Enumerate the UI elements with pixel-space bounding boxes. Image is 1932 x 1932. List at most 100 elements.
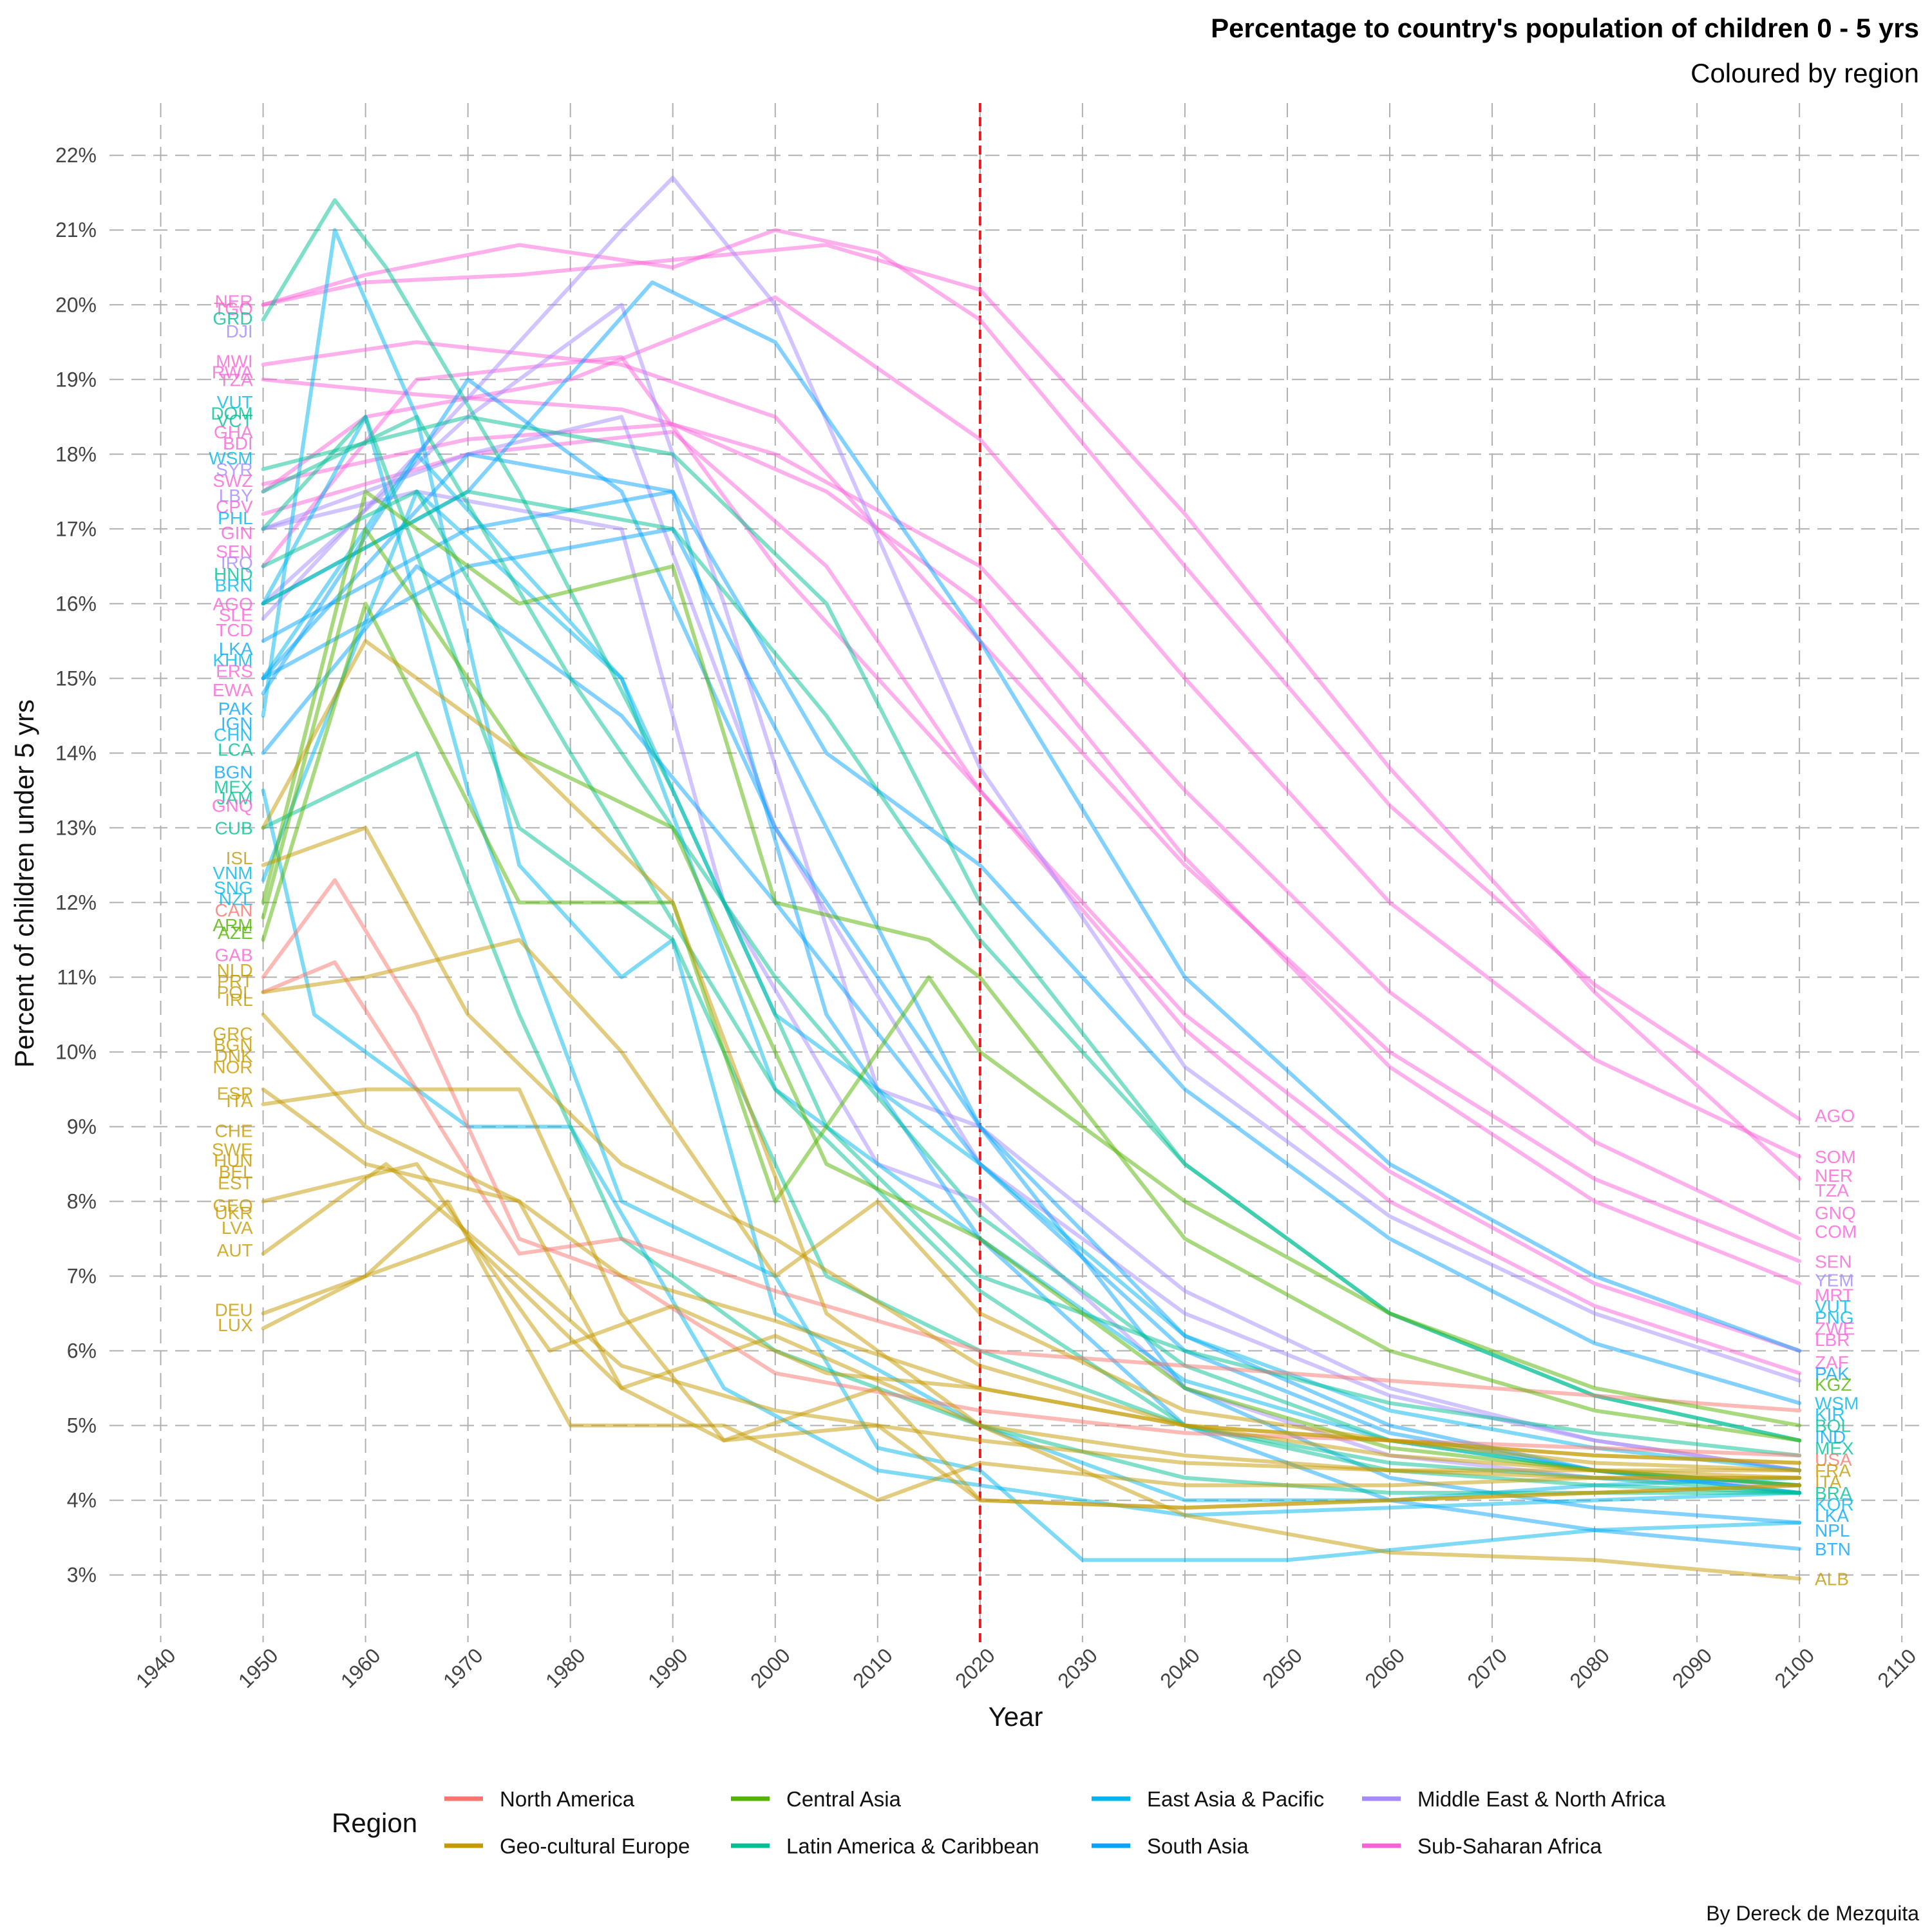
left-label-irq: IRQ — [221, 553, 253, 573]
series-line-btn — [261, 489, 1802, 1551]
left-label-est: EST — [218, 1173, 252, 1193]
x-tick-label: 2090 — [1667, 1643, 1716, 1692]
series-line-hti — [261, 489, 1802, 1443]
right-label-ago: AGO — [1815, 1106, 1855, 1126]
series-line-irl — [261, 938, 1802, 1473]
series-line-ken — [261, 355, 1802, 1353]
left-label-lva: LVA — [222, 1218, 253, 1238]
x-tick-label: 1970 — [439, 1643, 488, 1692]
left-label-nzl: NZL — [219, 889, 253, 909]
left-label-ewa: EWA — [213, 680, 253, 700]
left-label-sle: SLE — [219, 605, 253, 625]
left-label-mex: MEX — [214, 777, 253, 797]
series-line-irn — [261, 489, 1802, 1488]
x-axis-title: Year — [989, 1701, 1043, 1732]
y-tick-label: 16% — [55, 592, 97, 615]
series-line-mex — [261, 415, 1802, 1488]
left-label-gab: GAB — [215, 945, 253, 965]
x-tick-label: 2070 — [1463, 1643, 1511, 1692]
series-lines — [261, 176, 1802, 1581]
y-tick-label: 8% — [67, 1189, 97, 1213]
series-line-alb — [261, 639, 1802, 1581]
left-label-geo: GEO — [213, 1195, 252, 1215]
left-label-prt: PRT — [217, 971, 253, 991]
legend-label: South Asia — [1147, 1834, 1249, 1858]
left-label-ers: ERS — [216, 661, 253, 681]
left-label-brn: BRN — [215, 575, 253, 595]
series-line-pak — [261, 452, 1802, 1405]
left-label-ukr: UKR — [215, 1203, 253, 1223]
series-line-kor — [261, 415, 1802, 1562]
left-label-bgn: BGN — [214, 1035, 253, 1055]
left-label-chn: CHN — [214, 724, 253, 744]
series-line-tza — [261, 377, 1802, 1241]
x-tick-label: 2080 — [1565, 1643, 1614, 1692]
series-line-deu — [261, 1199, 1802, 1502]
y-tick-label: 14% — [55, 741, 97, 764]
x-tick-label: 1950 — [234, 1643, 283, 1692]
left-label-grc: GRC — [213, 1023, 252, 1043]
left-label-ita: ITA — [226, 1091, 253, 1111]
series-line-afg — [261, 280, 1802, 1353]
x-tick-label: 2000 — [746, 1643, 795, 1692]
right-label-mrt: MRT — [1815, 1285, 1853, 1305]
x-tick-label: 1960 — [336, 1643, 385, 1692]
left-label-lby: LBY — [219, 486, 253, 506]
right-label-btn: BTN — [1815, 1539, 1851, 1559]
series-line-nga — [261, 422, 1802, 1286]
y-tick-label: 12% — [55, 891, 97, 914]
right-label-fra: FRA — [1815, 1461, 1851, 1481]
legend: Region North America Geo-cultural Europe C… — [332, 1787, 1666, 1858]
series-line-aut — [261, 1162, 1802, 1473]
left-label-che: CHE — [215, 1121, 253, 1141]
series-line-uzb — [261, 489, 1802, 1443]
left-label-rwa: RWA — [212, 363, 253, 383]
left-label-irl: IRL — [225, 990, 253, 1010]
left-label-aze: AZE — [218, 923, 252, 943]
right-label-lbr: LBR — [1815, 1330, 1850, 1350]
left-label-khm: KHM — [213, 650, 252, 670]
legend-label: East Asia & Pacific — [1147, 1787, 1324, 1811]
left-label-vct: VCT — [217, 411, 253, 431]
right-label-mex: MEX — [1815, 1438, 1854, 1458]
left-label-dom: DOM — [211, 403, 252, 423]
right-label-pak: PAK — [1815, 1363, 1850, 1383]
x-tick-label: 1940 — [131, 1643, 180, 1692]
series-line-gbr — [261, 1162, 1802, 1465]
left-label-nor: NOR — [213, 1057, 252, 1077]
x-tick-label: 2030 — [1053, 1643, 1102, 1692]
right-label-sen: SEN — [1815, 1251, 1852, 1271]
chart-title: Percentage to country's population of ch… — [1211, 13, 1919, 43]
left-label-ign: IGN — [221, 714, 253, 734]
left-label-gnq: GNQ — [212, 796, 253, 816]
left-label-wsm: WSM — [209, 448, 252, 468]
y-tick-label: 5% — [67, 1414, 97, 1437]
left-label-gin: GIN — [221, 523, 253, 543]
legend-label: Sub-Saharan Africa — [1417, 1834, 1602, 1858]
y-tick-label: 10% — [55, 1040, 97, 1063]
left-label-jam: JAM — [217, 788, 253, 808]
right-label-bra: BRA — [1815, 1483, 1852, 1503]
series-line-lux — [261, 1236, 1802, 1480]
right-label-kgz: KGZ — [1815, 1375, 1852, 1395]
right-label-vut: VUT — [1815, 1296, 1851, 1316]
left-label-vnm: VNM — [213, 863, 252, 883]
y-tick-label: 22% — [55, 144, 97, 167]
x-tick-label: 2050 — [1258, 1643, 1307, 1692]
x-tick-label: 2040 — [1155, 1643, 1204, 1692]
left-label-deu: DEU — [215, 1300, 253, 1320]
left-label-tza: TZA — [219, 370, 253, 390]
left-label-sng: SNG — [214, 878, 253, 898]
x-tick-label: 2060 — [1360, 1643, 1409, 1692]
legend-label: Latin America & Caribbean — [786, 1834, 1039, 1858]
x-tick-label: 1990 — [643, 1643, 692, 1692]
left-label-pak: PAK — [218, 699, 253, 719]
left-label-cub: CUB — [215, 818, 253, 838]
right-label-gnq: GNQ — [1815, 1203, 1856, 1223]
legend-label: Middle East & North Africa — [1417, 1787, 1666, 1811]
left-label-sen: SEN — [216, 542, 253, 562]
left-label-cpv: CPV — [216, 497, 253, 517]
x-tick-label: 1980 — [541, 1643, 590, 1692]
x-tick-label: 2020 — [951, 1643, 999, 1692]
